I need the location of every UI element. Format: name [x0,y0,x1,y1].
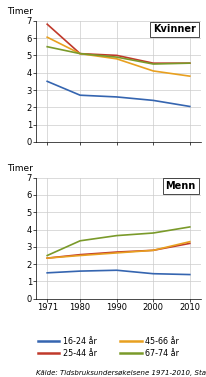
Text: Kvinner: Kvinner [152,25,195,34]
Text: 45-66 år: 45-66 år [144,337,178,346]
Text: 67-74 år: 67-74 år [144,349,178,357]
Text: 16-24 år: 16-24 år [62,337,96,346]
Text: 25-44 år: 25-44 år [62,349,96,357]
Text: Menn: Menn [165,181,195,191]
Text: Timer: Timer [7,164,32,173]
Text: Kälde: Tidsbruksundersøkelsene 1971-2010, Statistisk sentralbyrå.: Kälde: Tidsbruksundersøkelsene 1971-2010… [36,369,206,376]
Text: Timer: Timer [7,7,32,16]
